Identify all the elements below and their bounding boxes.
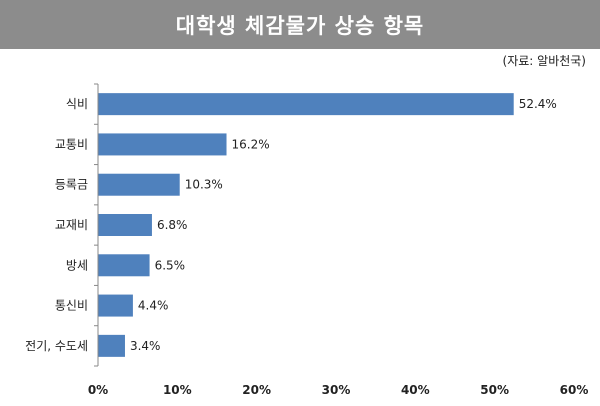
value-label: 3.4% [130,339,161,353]
category-label: 교통비 [55,137,88,151]
category-label: 교재비 [55,218,88,232]
bar [98,173,180,196]
x-tick-label: 20% [242,383,271,397]
value-label: 10.3% [185,178,223,192]
x-tick-label: 50% [480,383,509,397]
chart-title: 대학생 체감물가 상승 항목 [0,0,600,49]
value-label: 4.4% [138,299,169,313]
source-note: (자료: 알바천국) [502,54,586,68]
value-label: 6.5% [155,258,186,272]
value-label: 16.2% [232,137,270,151]
bar [98,334,125,357]
x-tick-label: 30% [322,383,351,397]
bar [98,93,514,116]
value-label: 52.4% [519,97,557,111]
x-tick-label: 60% [560,383,589,397]
x-tick-label: 40% [401,383,430,397]
value-label: 6.8% [157,218,188,232]
x-tick-label: 10% [163,383,192,397]
bar [98,254,150,277]
x-tick-label: 0% [88,383,108,397]
category-label: 전기, 수도세 [25,339,88,353]
category-label: 방세 [66,258,88,272]
bar [98,294,133,317]
category-label: 식비 [66,97,88,111]
bar [98,214,152,236]
category-label: 통신비 [55,299,88,313]
category-label: 등록금 [55,178,88,192]
bar [98,133,227,156]
bars-layer: 52.4% 16.2% 10.3% 6.8% 6.5% 4.4% 3.4% [98,93,557,357]
